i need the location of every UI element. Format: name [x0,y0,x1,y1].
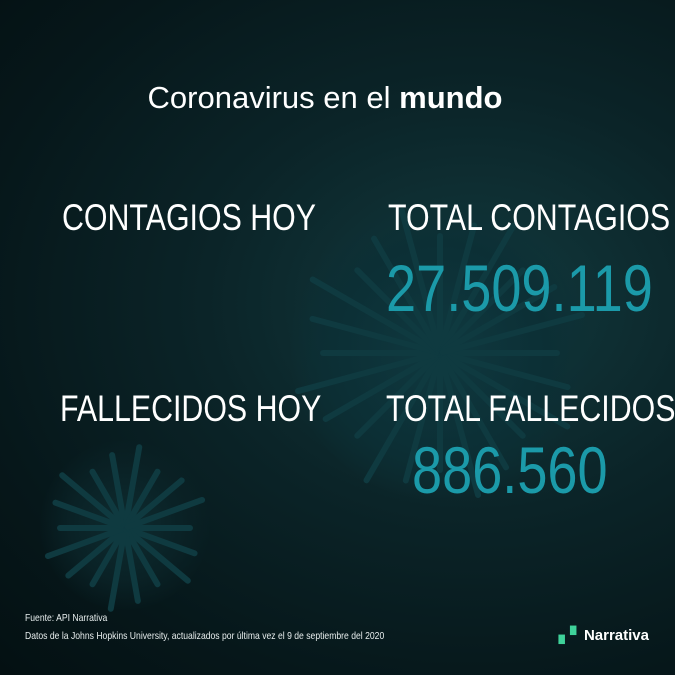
virus-spike [440,350,560,356]
page-title: Coronavirus en el mundo [147,80,503,115]
data-note: Datos de la Johns Hopkins University, ac… [25,630,385,642]
virus-spike [125,525,193,531]
source-text: Fuente: API Narrativa [25,612,108,624]
total-contagios-value: 27.509.119 [386,251,653,325]
total-fallecidos-label: TOTAL FALLECIDOS [386,388,675,429]
contagios-hoy-label: CONTAGIOS HOY [62,197,316,238]
total-fallecidos-value: 886.560 [412,433,608,507]
fallecidos-hoy-label: FALLECIDOS HOY [60,388,322,429]
narrativa-logo-icon: ▖▘ [558,627,582,644]
narrativa-logo: ▖▘ Narrativa [558,627,649,644]
total-contagios-label: TOTAL CONTAGIOS [388,197,671,238]
